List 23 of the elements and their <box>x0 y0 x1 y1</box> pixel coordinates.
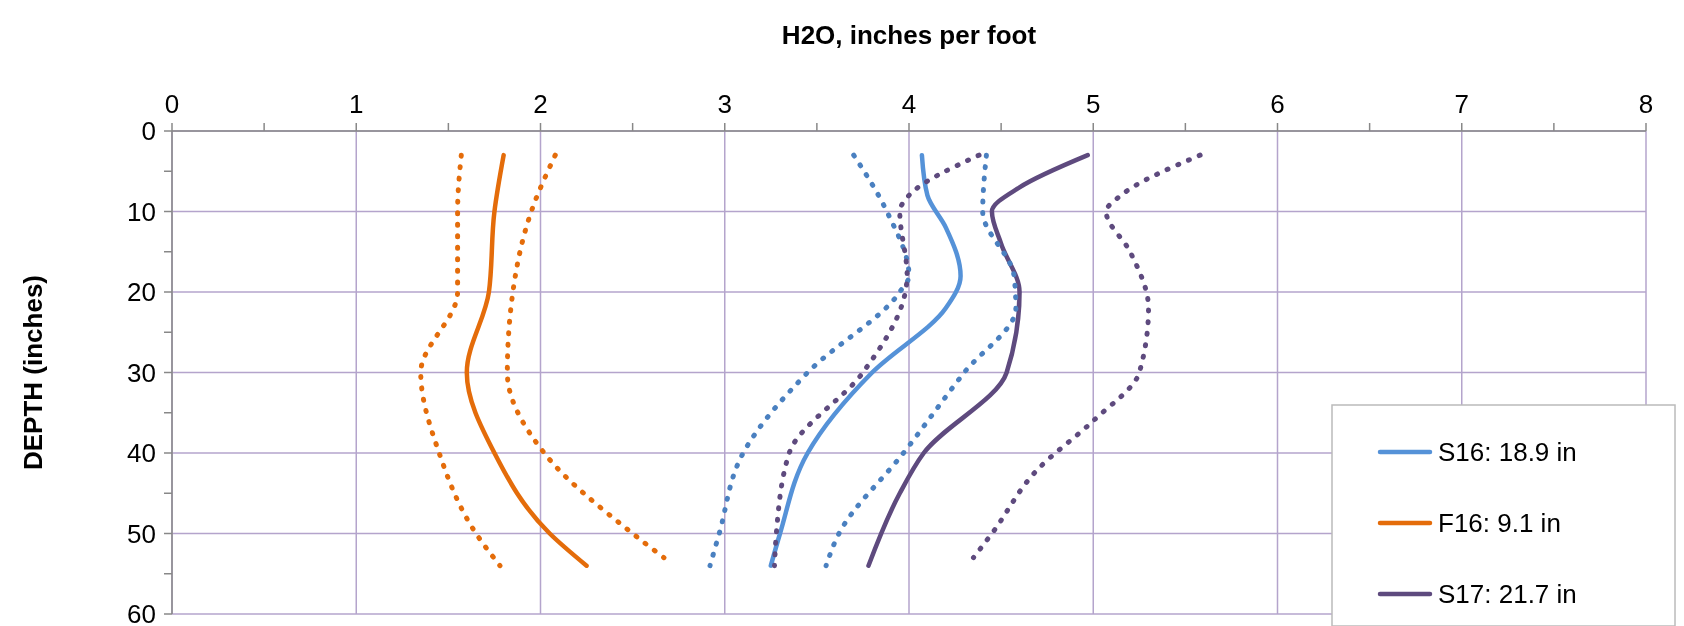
y-tick-label: 30 <box>127 357 156 388</box>
y-axis-title: DEPTH (inches) <box>18 274 48 471</box>
x-tick-label: 4 <box>901 89 917 119</box>
x-tick-label: 3 <box>717 89 732 119</box>
x-tick-label: 7 <box>1454 89 1469 119</box>
line-series <box>866 152 1090 568</box>
y-tick-label: 0 <box>141 116 156 147</box>
y-tick-label: 60 <box>127 599 156 626</box>
x-tick-label: 1 <box>349 89 364 119</box>
legend-label: S16: 18.9 in <box>1438 437 1577 468</box>
x-tick-label: 0 <box>164 89 180 119</box>
line-series <box>464 152 589 568</box>
legend-label: S17: 21.7 in <box>1438 579 1577 610</box>
x-tick-label: 8 <box>1638 89 1654 119</box>
y-tick-label: 20 <box>127 277 156 308</box>
y-tick-label: 40 <box>127 438 156 469</box>
y-tick-label: 50 <box>127 518 156 549</box>
legend-label: F16: 9.1 in <box>1438 508 1561 539</box>
y-tick-label: 10 <box>127 196 156 227</box>
x-tick-label: 6 <box>1270 89 1285 119</box>
x-tick-label: 5 <box>1086 89 1101 119</box>
x-axis-title: H2O, inches per foot <box>781 20 1037 50</box>
x-tick-label: 2 <box>533 89 548 119</box>
